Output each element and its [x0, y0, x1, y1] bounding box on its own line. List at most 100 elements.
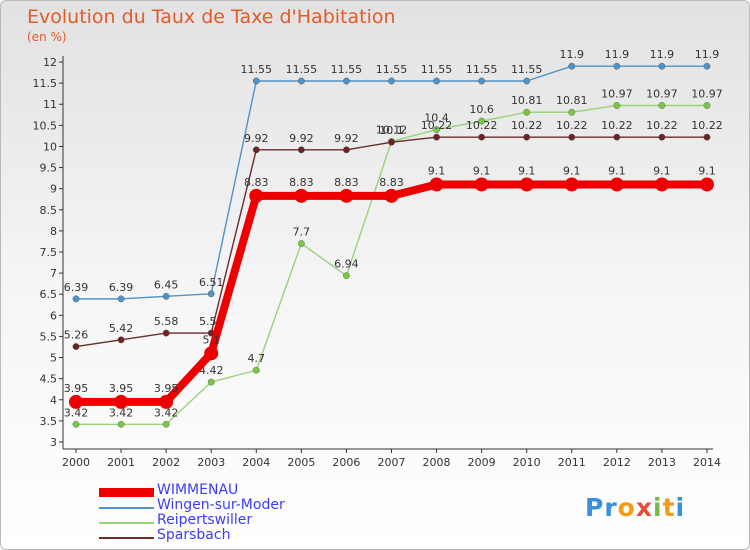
data-point	[162, 292, 170, 300]
data-point	[658, 102, 666, 109]
data-point	[388, 77, 395, 85]
data-point	[297, 77, 305, 85]
data-label: 8.83	[244, 176, 269, 189]
data-label: 10.22	[601, 119, 633, 132]
data-point	[114, 394, 129, 409]
data-label: 10.22	[646, 119, 678, 132]
data-label: 8.83	[289, 176, 314, 189]
data-label: 4.42	[199, 364, 224, 377]
data-point	[162, 329, 170, 337]
data-label: 5.42	[109, 322, 134, 335]
x-tick-label: 2013	[648, 456, 676, 469]
y-tick-label: 6.5	[40, 288, 58, 301]
data-point	[478, 117, 486, 125]
data-point	[433, 126, 440, 133]
data-point	[252, 146, 260, 154]
data-label: 10.81	[556, 94, 588, 107]
legend-label: WIMMENAU	[157, 482, 239, 498]
data-label: 10.22	[466, 119, 498, 132]
proxiti-logo: Proxiti	[585, 493, 685, 522]
data-point	[207, 290, 215, 298]
data-label: 9.1	[518, 164, 536, 177]
data-label: 9.1	[473, 164, 491, 177]
data-label: 8.83	[379, 176, 404, 189]
x-tick-label: 2009	[468, 456, 496, 469]
data-point	[703, 62, 711, 70]
legend-label: Reipertswiller	[157, 512, 253, 528]
data-label: 6.39	[64, 281, 89, 294]
data-label: 11.9	[650, 48, 675, 61]
data-point	[523, 108, 531, 116]
y-tick-label: 10.5	[33, 119, 58, 132]
x-tick-label: 2005	[287, 456, 315, 469]
data-point	[703, 133, 711, 141]
logo-letter: P	[585, 493, 605, 522]
data-point	[117, 295, 125, 303]
y-tick-label: 11.5	[33, 77, 58, 90]
data-label: 11.9	[695, 48, 720, 61]
data-point	[388, 138, 395, 146]
data-point	[252, 77, 260, 85]
data-point	[159, 394, 174, 409]
y-tick-label: 5.5	[40, 330, 58, 343]
data-point	[613, 62, 621, 70]
data-label: 10.22	[691, 119, 723, 132]
data-point	[72, 295, 80, 303]
data-point	[343, 272, 350, 280]
chart-unit-label: (en %)	[27, 30, 67, 44]
data-point	[69, 394, 83, 409]
data-label: 10.22	[421, 119, 453, 132]
data-point	[703, 102, 711, 109]
data-label: 9.1	[698, 164, 716, 177]
data-label: 10.1	[379, 124, 404, 137]
data-label: 3.42	[109, 406, 134, 419]
data-label: 7.7	[293, 226, 311, 239]
logo-letter: x	[635, 493, 653, 522]
x-tick-label: 2002	[152, 456, 180, 469]
data-point	[72, 420, 80, 428]
data-point	[162, 420, 170, 428]
data-point	[478, 133, 486, 141]
data-label: 6.51	[199, 276, 224, 289]
y-tick-label: 5	[50, 352, 57, 365]
data-point	[613, 133, 621, 141]
data-point	[568, 108, 576, 116]
legend-label: Sparsbach	[157, 527, 231, 543]
data-point	[658, 133, 666, 141]
logo-letter: o	[617, 493, 636, 522]
y-tick-label: 6	[50, 309, 57, 322]
series-line-reipertswiller	[76, 104, 707, 425]
y-tick-label: 11	[43, 98, 57, 111]
data-label: 11.55	[331, 63, 363, 76]
data-label: 9.92	[244, 132, 269, 145]
y-tick-label: 7	[50, 267, 57, 280]
data-label: 10.97	[691, 87, 723, 100]
data-label: 11.9	[605, 48, 630, 61]
x-tick-label: 2004	[242, 456, 270, 469]
data-point	[343, 77, 350, 85]
y-tick-label: 9.5	[40, 162, 58, 175]
data-label: 5.26	[64, 329, 89, 342]
data-point	[294, 188, 309, 203]
y-tick-label: 4	[50, 394, 57, 407]
data-point	[654, 177, 669, 192]
y-tick-label: 10	[43, 140, 57, 153]
data-label: 3.95	[154, 382, 179, 395]
data-point	[429, 177, 444, 192]
data-point	[249, 188, 264, 203]
data-point	[384, 188, 399, 203]
data-label: 9.1	[653, 164, 671, 177]
series-line-wimmenau	[76, 180, 707, 406]
y-tick-label: 8	[50, 225, 57, 238]
y-tick-label: 8.5	[40, 204, 58, 217]
data-point	[343, 146, 350, 154]
data-point	[609, 177, 624, 192]
data-point	[117, 420, 125, 428]
x-tick-label: 2001	[107, 456, 135, 469]
data-point	[204, 346, 219, 361]
legend-swatch	[99, 488, 154, 497]
logo-letter: r	[604, 493, 618, 522]
data-point	[568, 133, 576, 141]
data-point	[564, 177, 579, 192]
